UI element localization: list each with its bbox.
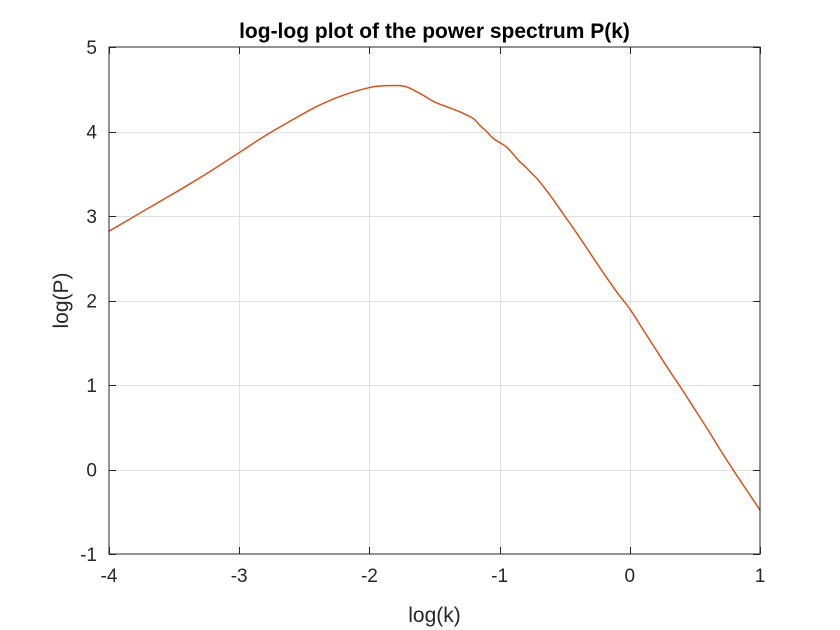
x-tick-label: 0 bbox=[625, 566, 636, 587]
y-tick-label: 0 bbox=[86, 461, 97, 482]
x-tick-labels: -4 -3 -2 -1 0 1 bbox=[101, 566, 766, 587]
x-axis-label: log(k) bbox=[408, 604, 461, 627]
y-tick-labels: -1 0 1 2 3 4 5 bbox=[80, 38, 97, 566]
grid bbox=[109, 47, 760, 554]
y-axis-label: log(P) bbox=[50, 272, 73, 328]
x-tick-label: 1 bbox=[755, 566, 766, 587]
y-tick-label: -1 bbox=[80, 545, 97, 566]
y-tick-label: 1 bbox=[86, 376, 97, 397]
y-tick-label: 3 bbox=[86, 207, 97, 228]
plot-area bbox=[109, 47, 760, 554]
y-tick-label: 5 bbox=[86, 38, 97, 59]
x-tick-label: -1 bbox=[491, 566, 508, 587]
axes-box bbox=[108, 46, 761, 555]
series-line-0 bbox=[108, 84, 761, 511]
series-group bbox=[108, 84, 761, 511]
y-tick-label: 2 bbox=[86, 292, 97, 313]
y-tick-label: 4 bbox=[86, 123, 97, 144]
x-tick-label: -2 bbox=[361, 566, 378, 587]
x-tick-label: -3 bbox=[231, 566, 248, 587]
x-tick-label: -4 bbox=[101, 566, 118, 587]
chart-title: log-log plot of the power spectrum P(k) bbox=[239, 20, 630, 43]
